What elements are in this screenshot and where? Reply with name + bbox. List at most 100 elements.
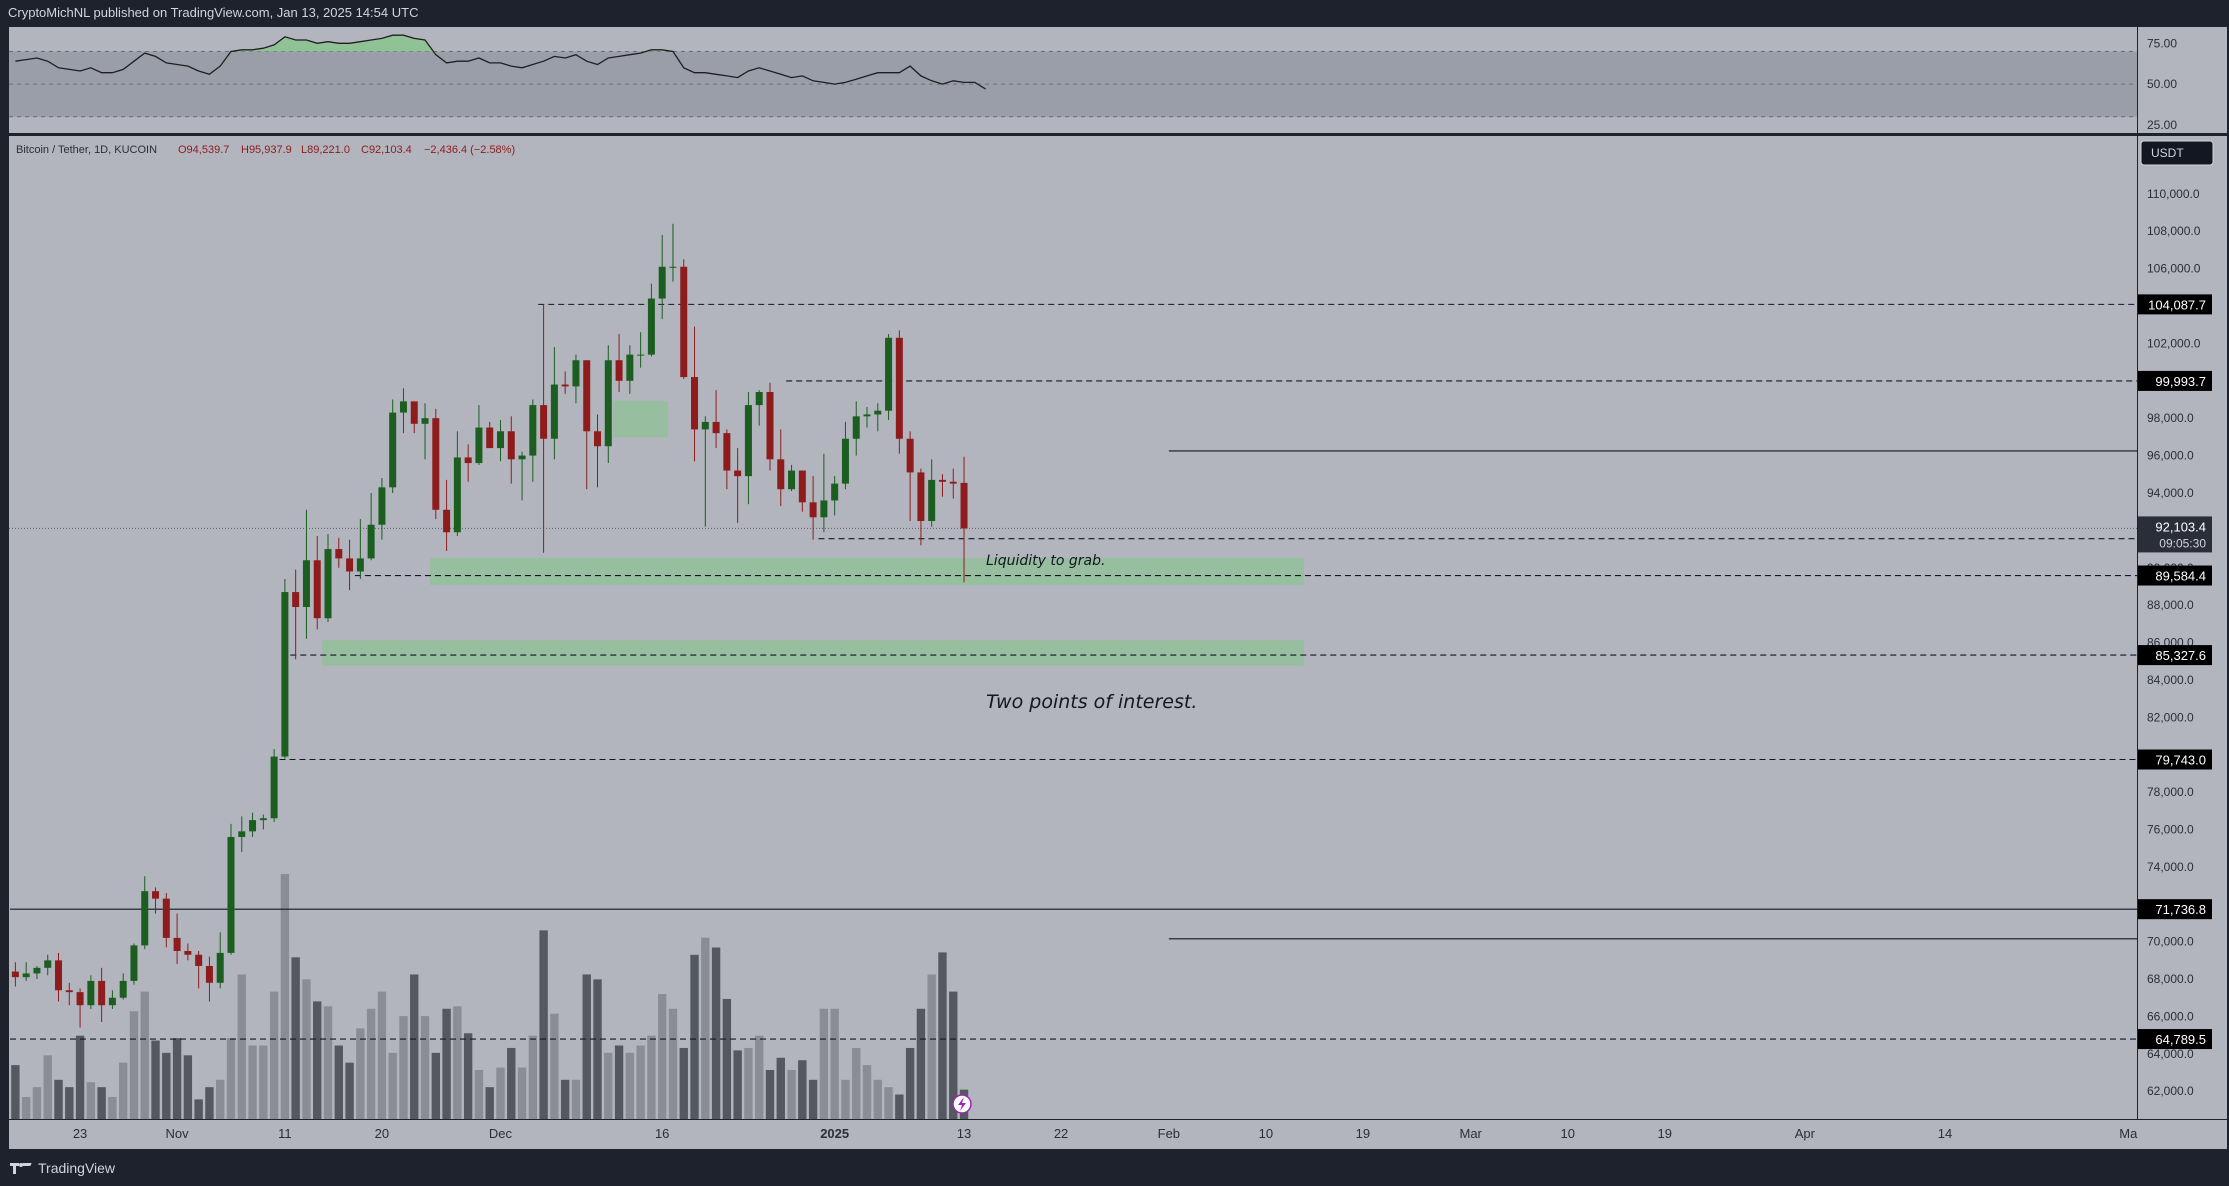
last-price-label: 92,103.4 xyxy=(2155,519,2206,534)
zone-0[interactable] xyxy=(429,557,1305,586)
price-tick-label: 66,000.0 xyxy=(2147,1009,2194,1023)
time-tick-label: 20 xyxy=(375,1126,389,1141)
volume-bar xyxy=(474,1070,484,1119)
candle-body xyxy=(637,354,645,356)
time-axis[interactable]: 23 Nov 11 20 Dec 16 2025 13 22 Feb 10 19 Mar 10 19 Apr 1… xyxy=(73,1126,2138,1141)
volume-bar xyxy=(151,1040,160,1119)
volume-bar xyxy=(873,1079,882,1119)
volume-bar xyxy=(172,1038,182,1119)
volume-bar xyxy=(905,1047,915,1119)
candle-body xyxy=(33,967,41,974)
candle-body xyxy=(583,360,591,432)
candle-body xyxy=(766,392,774,460)
volume-bar xyxy=(647,1035,656,1119)
candle-body xyxy=(98,980,106,1006)
volume-bar xyxy=(507,1047,516,1119)
price-badge-label: 89,584.4 xyxy=(2155,569,2206,584)
candle-body xyxy=(227,836,235,953)
candle-body xyxy=(281,592,289,757)
time-tick-label: 16 xyxy=(655,1126,669,1141)
candle-body xyxy=(949,481,957,484)
zone-2[interactable] xyxy=(613,400,669,438)
volume-bar xyxy=(658,994,667,1119)
candle-body xyxy=(615,360,623,381)
volume-bar xyxy=(722,998,732,1119)
volume-bar xyxy=(862,1065,872,1119)
time-tick-label: 11 xyxy=(278,1126,292,1141)
publish-header: CryptoMichNL published on TradingView.co… xyxy=(0,0,2229,26)
volume-bar xyxy=(496,1067,505,1119)
candle-body xyxy=(119,980,127,998)
volume-bar xyxy=(927,974,936,1119)
candle-body xyxy=(475,427,483,464)
time-tick-label: 14 xyxy=(1938,1126,1952,1141)
candle-body xyxy=(852,416,860,439)
candle-body xyxy=(249,820,257,832)
zone-1[interactable] xyxy=(322,640,1305,666)
volume-bar xyxy=(399,1016,408,1119)
candle-body xyxy=(658,266,666,299)
candle-body xyxy=(777,459,785,490)
candle-body xyxy=(87,980,95,1006)
candle-body xyxy=(346,558,354,572)
tradingview-brand-label: TradingView xyxy=(38,1160,116,1176)
price-badge-5 xyxy=(2138,749,2212,770)
legend-change: −2,436.4 (−2.58%) xyxy=(424,144,515,156)
candle-body xyxy=(335,549,343,559)
candle-body xyxy=(572,360,580,387)
price-tick-label: 64,000.0 xyxy=(2147,1047,2194,1061)
time-tick-label: 19 xyxy=(1356,1126,1370,1141)
candle-body xyxy=(367,524,375,559)
volume-bar xyxy=(539,930,548,1119)
main-pane xyxy=(9,136,2137,1119)
replay-icon[interactable] xyxy=(952,1094,972,1114)
volume-bar xyxy=(453,1006,462,1119)
candle-body xyxy=(216,952,224,983)
candle-body xyxy=(184,950,192,955)
volume-bar xyxy=(388,1052,397,1119)
volume-bar xyxy=(690,954,699,1119)
currency-badge[interactable]: USDT xyxy=(2140,140,2214,166)
price-badge-label: 71,736.8 xyxy=(2155,902,2206,917)
candle-body xyxy=(691,377,699,430)
volume-bar xyxy=(162,1052,171,1119)
candle-body xyxy=(874,410,882,415)
volume-bar xyxy=(129,1011,139,1119)
price-tick-label: 62,000.0 xyxy=(2147,1084,2194,1098)
tradingview-brand[interactable]: TradingView xyxy=(10,1160,115,1176)
candle-body xyxy=(507,431,515,460)
zones xyxy=(322,400,1305,666)
volume-bar xyxy=(32,1087,42,1119)
volume-bar xyxy=(54,1079,63,1119)
annotation-interest: Two points of interest. xyxy=(986,691,1197,713)
candle-body xyxy=(647,298,655,355)
price-tick-label: 74,000.0 xyxy=(2147,860,2194,874)
price-badge-1 xyxy=(2138,370,2212,391)
volume-bar xyxy=(938,952,947,1119)
volume-bar xyxy=(183,1055,193,1119)
candle-body xyxy=(453,457,461,533)
candle-body xyxy=(712,421,720,434)
footer: TradingView xyxy=(0,1150,2229,1186)
price-badge-4 xyxy=(2138,645,2212,666)
volume-bar xyxy=(226,1038,236,1119)
candle-body xyxy=(389,412,397,488)
time-tick-label: Feb xyxy=(1158,1126,1180,1141)
price-tick-label: 78,000.0 xyxy=(2147,785,2194,799)
price-tick-label: 88,000.0 xyxy=(2147,598,2194,612)
candle-body xyxy=(141,891,149,946)
candle-body xyxy=(76,992,84,1006)
volume-bar xyxy=(776,1057,785,1119)
volume-bar xyxy=(852,1047,861,1119)
price-tick-label: 108,000.0 xyxy=(2147,224,2201,238)
volume-bar xyxy=(517,1067,527,1119)
legend-symbol: Bitcoin / Tether, 1D, KUCOIN xyxy=(16,144,157,156)
time-tick-label: Nov xyxy=(166,1126,190,1141)
rsi-tick-label: 25.00 xyxy=(2147,118,2177,132)
volume-bar xyxy=(248,1045,257,1119)
volume-bar xyxy=(582,974,591,1119)
candle-body xyxy=(788,470,796,490)
rsi-tick-label: 50.00 xyxy=(2147,77,2177,91)
candle-body xyxy=(809,502,817,518)
